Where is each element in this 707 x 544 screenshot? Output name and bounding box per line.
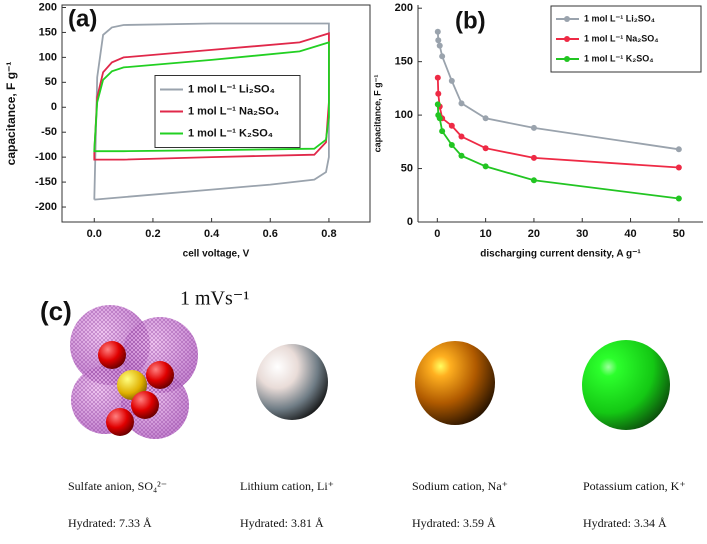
x-axis-label: cell voltage, V (183, 249, 250, 260)
hydrated-size: Hydrated: 3.81 Å (240, 516, 324, 530)
x-tick-label: 40 (624, 228, 636, 240)
panel-label: (c) (40, 296, 72, 326)
y-tick-label: 0 (51, 101, 57, 113)
legend-marker (564, 56, 570, 62)
y-tick-label: 50 (401, 162, 413, 174)
data-point (482, 145, 489, 152)
x-tick-label: 0.4 (204, 228, 220, 240)
data-point (530, 154, 537, 161)
oxygen-atom (106, 408, 134, 436)
y-tick-label: 50 (45, 76, 57, 88)
data-point (458, 133, 465, 140)
y-tick-label: 200 (395, 2, 413, 14)
data-point (439, 53, 446, 60)
data-point (434, 101, 441, 108)
plot-frame (61, 4, 371, 223)
species-name: Sulfate anion, SO₄²⁻ (68, 479, 167, 493)
data-point (530, 124, 537, 131)
x-tick-label: 0.0 (87, 228, 102, 240)
y-tick-label: -150 (35, 176, 57, 188)
species-name: Potassium cation, K⁺ (583, 479, 686, 493)
data-point (458, 152, 465, 159)
data-point (436, 42, 443, 49)
data-point (458, 100, 465, 107)
data-point (434, 28, 441, 35)
species-name: Lithium cation, Li⁺ (240, 479, 334, 493)
data-point (448, 77, 455, 84)
sodium-sphere (415, 341, 495, 425)
x-tick-label: 0 (434, 228, 440, 240)
y-tick-label: -50 (41, 126, 57, 138)
hydrated-size: Hydrated: 3.34 Å (583, 516, 667, 530)
data-point (482, 163, 489, 170)
y-tick-label: 100 (39, 51, 57, 63)
data-point (675, 195, 682, 202)
x-tick-label: 20 (528, 228, 540, 240)
x-tick-label: 10 (480, 228, 492, 240)
data-point (435, 37, 442, 44)
y-tick-label: -100 (35, 151, 57, 163)
y-tick-label: 100 (395, 109, 413, 121)
legend-label: 1 mol L⁻¹ K₂SO₄ (188, 127, 273, 139)
data-point (530, 177, 537, 184)
y-tick-label: -200 (35, 201, 57, 213)
oxygen-atom (98, 341, 126, 369)
data-point (435, 90, 442, 97)
oxygen-atom (146, 361, 174, 389)
panel-label: (a) (68, 5, 97, 32)
series-line (93, 32, 330, 161)
x-tick-label: 30 (576, 228, 588, 240)
series-line (93, 41, 330, 153)
x-tick-label: 0.8 (321, 228, 336, 240)
sulfate-model (70, 305, 198, 439)
x-axis-label: discharging current density, A g⁻¹ (480, 249, 641, 260)
data-point (439, 128, 446, 135)
data-point (434, 74, 441, 81)
species-name: Sodium cation, Na⁺ (412, 479, 508, 493)
legend-label: 1 mol L⁻¹ Li₂SO₄ (584, 13, 655, 23)
data-point (675, 164, 682, 171)
legend-marker (564, 36, 570, 42)
oxygen-atom (131, 391, 159, 419)
y-tick-label: 200 (39, 1, 57, 13)
y-tick-label: 150 (39, 26, 57, 38)
series-line (436, 104, 679, 200)
hydrated-size: Hydrated: 7.33 Å (68, 516, 152, 530)
potassium-sphere (582, 340, 670, 430)
legend-label: 1 mol L⁻¹ Na₂SO₄ (584, 33, 659, 43)
x-tick-label: 50 (673, 228, 685, 240)
y-tick-label: 0 (407, 216, 413, 228)
x-tick-label: 0.2 (145, 228, 160, 240)
data-point (482, 115, 489, 122)
legend-label: 1 mol L⁻¹ Li₂SO₄ (188, 83, 275, 95)
data-point (448, 122, 455, 129)
legend-label: 1 mol L⁻¹ Na₂SO₄ (188, 105, 279, 117)
data-point (448, 142, 455, 149)
legend-marker (564, 16, 570, 22)
x-tick-label: 0.6 (263, 228, 278, 240)
hydrated-size: Hydrated: 3.59 Å (412, 516, 496, 530)
y-axis-label: capacitance, F g⁻¹ (372, 75, 382, 153)
scan-rate: 1 mVs⁻¹ (180, 288, 249, 310)
lithium-sphere (256, 344, 328, 420)
y-axis-label: capacitance, F g⁻¹ (4, 62, 18, 166)
data-point (436, 115, 443, 122)
y-tick-label: 150 (395, 56, 413, 68)
panel-label: (b) (455, 7, 486, 34)
legend-label: 1 mol L⁻¹ K₂SO₄ (584, 53, 654, 63)
series-line (436, 77, 679, 169)
data-point (675, 146, 682, 153)
